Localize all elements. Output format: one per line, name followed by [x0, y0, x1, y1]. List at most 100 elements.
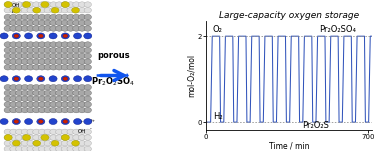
Circle shape — [61, 85, 68, 90]
Circle shape — [78, 146, 86, 151]
Circle shape — [4, 135, 12, 141]
Circle shape — [39, 14, 46, 20]
Circle shape — [10, 42, 17, 47]
Circle shape — [50, 90, 57, 96]
Circle shape — [27, 8, 34, 13]
Circle shape — [44, 59, 51, 64]
Circle shape — [21, 53, 29, 59]
Circle shape — [84, 20, 91, 26]
Circle shape — [61, 14, 68, 20]
Circle shape — [39, 129, 46, 135]
Circle shape — [39, 53, 46, 59]
Text: Pr₂O₂SO₄: Pr₂O₂SO₄ — [319, 25, 356, 34]
Circle shape — [4, 96, 11, 101]
Circle shape — [39, 47, 46, 53]
Circle shape — [67, 2, 74, 7]
Circle shape — [50, 96, 57, 101]
Circle shape — [4, 2, 12, 8]
Circle shape — [61, 26, 68, 31]
Circle shape — [33, 146, 40, 151]
Circle shape — [15, 47, 23, 53]
Circle shape — [56, 107, 63, 113]
Circle shape — [0, 76, 8, 82]
Circle shape — [73, 102, 80, 107]
Circle shape — [50, 129, 57, 135]
Circle shape — [78, 96, 86, 101]
Circle shape — [51, 140, 59, 146]
Circle shape — [74, 119, 82, 125]
Circle shape — [27, 42, 34, 47]
Circle shape — [67, 129, 74, 135]
Circle shape — [84, 119, 92, 125]
Circle shape — [27, 90, 34, 96]
Text: OH: OH — [12, 3, 21, 8]
Circle shape — [72, 140, 79, 146]
Circle shape — [78, 47, 86, 53]
Circle shape — [50, 135, 57, 140]
Circle shape — [39, 141, 46, 146]
Circle shape — [44, 141, 51, 146]
Circle shape — [21, 14, 29, 20]
Circle shape — [44, 2, 51, 7]
Circle shape — [33, 2, 40, 7]
Text: $C_{12}H_{25}OSO_3^-$: $C_{12}H_{25}OSO_3^-$ — [0, 52, 3, 84]
Circle shape — [27, 135, 34, 140]
Circle shape — [56, 141, 63, 146]
Circle shape — [21, 47, 29, 53]
Circle shape — [78, 8, 86, 13]
Circle shape — [15, 65, 23, 70]
Circle shape — [27, 26, 34, 31]
Circle shape — [12, 76, 20, 82]
Circle shape — [33, 96, 40, 101]
Circle shape — [61, 107, 68, 113]
Circle shape — [21, 102, 29, 107]
Circle shape — [25, 76, 33, 82]
Circle shape — [73, 8, 80, 13]
Circle shape — [84, 102, 91, 107]
Circle shape — [61, 146, 68, 151]
Circle shape — [61, 90, 68, 96]
Circle shape — [61, 2, 69, 8]
Circle shape — [44, 26, 51, 31]
Circle shape — [56, 102, 63, 107]
Circle shape — [4, 59, 11, 64]
Circle shape — [33, 53, 40, 59]
Circle shape — [10, 85, 17, 90]
Circle shape — [50, 107, 57, 113]
Circle shape — [25, 119, 33, 125]
Circle shape — [10, 59, 17, 64]
Circle shape — [78, 2, 86, 7]
Circle shape — [78, 14, 86, 20]
Circle shape — [78, 129, 86, 135]
Circle shape — [25, 33, 33, 39]
Circle shape — [15, 146, 23, 151]
Circle shape — [67, 65, 74, 70]
Circle shape — [78, 141, 86, 146]
Circle shape — [78, 53, 86, 59]
Circle shape — [84, 42, 91, 47]
Circle shape — [56, 20, 63, 26]
Circle shape — [21, 129, 29, 135]
Circle shape — [21, 59, 29, 64]
Circle shape — [4, 14, 11, 20]
Circle shape — [10, 141, 17, 146]
Circle shape — [56, 47, 63, 53]
Circle shape — [50, 20, 57, 26]
Circle shape — [15, 26, 23, 31]
Circle shape — [61, 42, 68, 47]
Circle shape — [39, 20, 46, 26]
Circle shape — [78, 102, 86, 107]
Circle shape — [50, 26, 57, 31]
Circle shape — [10, 20, 17, 26]
Circle shape — [10, 96, 17, 101]
Circle shape — [73, 146, 80, 151]
Circle shape — [61, 96, 68, 101]
Circle shape — [33, 140, 40, 146]
Circle shape — [73, 65, 80, 70]
Circle shape — [27, 2, 34, 7]
Circle shape — [44, 96, 51, 101]
Circle shape — [84, 53, 91, 59]
Circle shape — [4, 129, 11, 135]
Circle shape — [50, 14, 57, 20]
Text: H₂: H₂ — [213, 112, 222, 121]
